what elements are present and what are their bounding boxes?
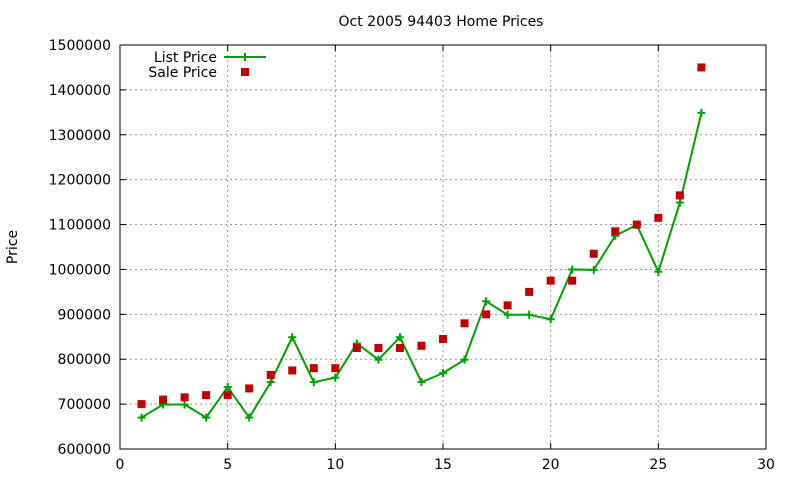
y-tick-label: 800000	[58, 352, 111, 368]
sale-price-point	[202, 391, 211, 400]
list-price-point	[503, 310, 512, 319]
sale-price-point	[159, 395, 168, 404]
sale-price-point	[503, 301, 512, 310]
y-tick-label: 1100000	[49, 218, 111, 234]
sale-price-point	[611, 227, 620, 236]
list-price-point	[374, 355, 383, 364]
list-price-point	[675, 198, 684, 207]
y-tick-label: 1200000	[49, 173, 111, 189]
grid	[120, 45, 766, 449]
sale-price-point	[223, 391, 232, 400]
sale-price-point	[460, 319, 469, 328]
x-tick-label: 15	[434, 457, 452, 473]
y-tick-label: 900000	[58, 307, 111, 323]
list-price-point	[417, 378, 426, 387]
y-tick-label: 1300000	[49, 128, 111, 144]
legend-label: List Price	[154, 50, 217, 66]
list-price-point	[137, 413, 146, 422]
sale-price-point	[525, 287, 534, 296]
list-price-point	[568, 265, 577, 274]
list-price-point	[202, 413, 211, 422]
x-tick-label: 25	[649, 457, 667, 473]
chart-title: Oct 2005 94403 Home Prices	[339, 14, 544, 30]
x-tick-label: 0	[116, 457, 125, 473]
sale-price-point	[180, 393, 189, 402]
sale-price-point	[137, 400, 146, 409]
sale-price-point	[374, 344, 383, 352]
list-price-point	[654, 267, 663, 276]
list-price-point	[180, 400, 189, 409]
list-price-line	[141, 112, 703, 420]
sale-price-point	[675, 191, 684, 200]
x-tick-label: 20	[542, 457, 560, 473]
y-tick-label: 1000000	[49, 262, 111, 278]
list-price-point	[331, 373, 340, 382]
legend-cross-swatch	[241, 53, 249, 61]
list-price-point	[223, 383, 232, 392]
sale-price-point	[245, 384, 254, 393]
sale-price-point	[546, 276, 555, 285]
list-price-point	[395, 333, 404, 342]
sale-price-point	[417, 341, 426, 350]
legend-square-swatch	[241, 68, 249, 76]
list-price-point	[460, 355, 469, 364]
y-tick-label: 600000	[58, 442, 111, 458]
list-price-point	[482, 297, 491, 306]
x-tick-label: 30	[757, 457, 775, 473]
list-price-point	[439, 369, 447, 378]
axis-ticks: 0 5 10 15 20 25 30 600000 700000 800000 900000 1000…	[49, 38, 775, 473]
list-price-point	[546, 315, 555, 324]
series-layer	[137, 63, 706, 422]
y-tick-label: 700000	[58, 397, 111, 413]
sale-price-point	[288, 366, 297, 375]
list-price-point	[525, 310, 534, 319]
sale-price-point	[568, 276, 577, 285]
legend-label: Sale Price	[148, 65, 217, 81]
x-tick-label: 10	[326, 457, 344, 473]
sale-price-point	[482, 310, 491, 319]
list-price-point	[266, 378, 275, 387]
sale-price-point	[266, 370, 275, 379]
sale-price-point	[395, 344, 404, 352]
y-axis-label: Price	[5, 230, 21, 264]
sale-price-point	[331, 364, 340, 373]
sale-price-point	[309, 364, 318, 373]
sale-price-point	[654, 213, 663, 222]
list-price-point	[245, 413, 254, 422]
y-tick-label: 1400000	[49, 83, 111, 99]
list-price-point	[288, 333, 297, 342]
sale-price-point	[439, 335, 447, 344]
list-price-point	[697, 108, 706, 117]
list-price-point	[309, 378, 318, 387]
x-tick-label: 5	[223, 457, 232, 473]
list-price-point	[589, 265, 598, 274]
sale-price-point	[589, 249, 598, 258]
sale-price-point	[697, 63, 706, 72]
sale-price-point	[632, 220, 641, 229]
y-tick-label: 1500000	[49, 38, 111, 54]
sale-price-point	[352, 344, 361, 352]
